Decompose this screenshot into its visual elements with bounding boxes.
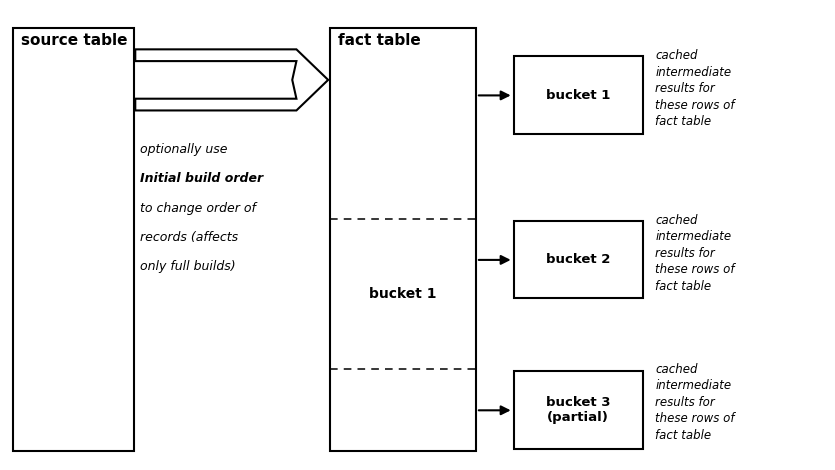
Text: to change order of: to change order of	[140, 202, 256, 215]
Text: only full builds): only full builds)	[140, 260, 236, 273]
Text: bucket 1: bucket 1	[546, 89, 610, 102]
Polygon shape	[135, 49, 328, 110]
Bar	[330, 28, 476, 451]
Text: cached
intermediate
results for
these rows of
fact table: cached intermediate results for these ro…	[655, 214, 735, 293]
Bar	[514, 371, 643, 449]
Bar	[514, 221, 643, 298]
Text: fact table: fact table	[338, 33, 421, 48]
Text: bucket 2: bucket 2	[546, 253, 610, 266]
Bar	[13, 28, 134, 451]
Text: optionally use: optionally use	[140, 143, 228, 157]
Text: source table: source table	[21, 33, 128, 48]
Text: records (affects: records (affects	[140, 231, 239, 244]
Text: bucket 3
(partial): bucket 3 (partial)	[546, 396, 610, 424]
Text: Initial build order: Initial build order	[140, 172, 263, 186]
Text: cached
intermediate
results for
these rows of
fact table: cached intermediate results for these ro…	[655, 363, 735, 442]
Text: cached
intermediate
results for
these rows of
fact table: cached intermediate results for these ro…	[655, 49, 735, 128]
Bar	[514, 56, 643, 134]
Text: bucket 1: bucket 1	[369, 287, 436, 301]
